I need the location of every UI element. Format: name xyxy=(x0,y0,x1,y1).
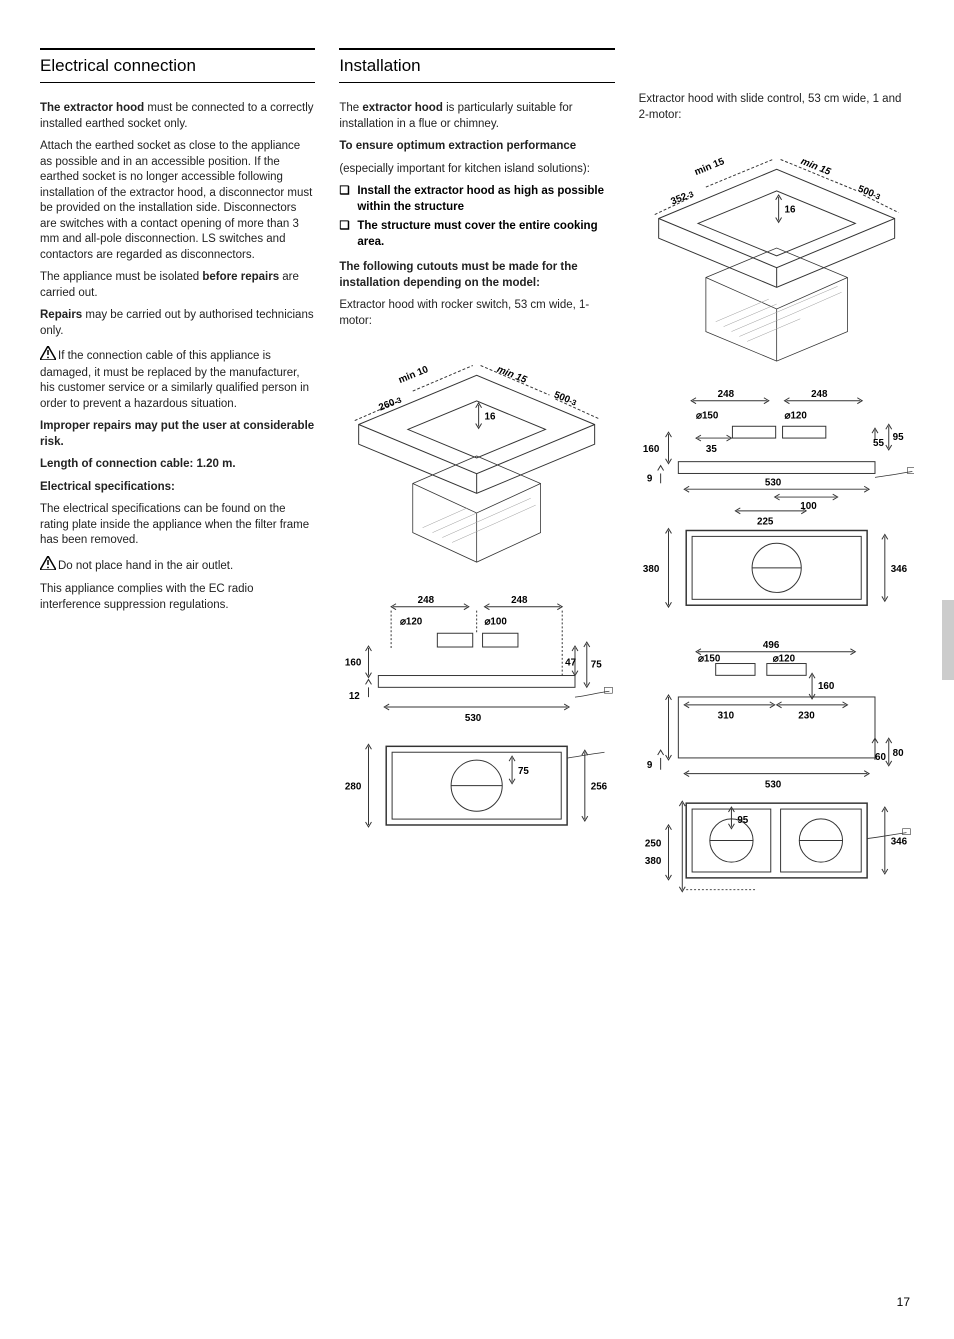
page-number: 17 xyxy=(897,1295,910,1309)
section-title-installation: Installation xyxy=(339,48,614,83)
figure-rocker-iso: min 10 260-3 min 15 500-3 16 xyxy=(339,336,614,572)
figure-slide-dims-1: 248 248 ⌀150 ⌀120 35 55 95 160 9 530 100… xyxy=(639,383,914,619)
svg-text:248: 248 xyxy=(811,389,828,400)
svg-text:225: 225 xyxy=(757,517,774,528)
page-tab xyxy=(942,600,954,680)
svg-text:248: 248 xyxy=(717,389,734,400)
para-socket: The extractor hood must be connected to … xyxy=(40,101,315,132)
para-repairs: Repairs may be carried out by authorised… xyxy=(40,308,315,339)
svg-text:16: 16 xyxy=(784,205,795,216)
para-cable-length: Length of connection cable: 1.20 m. xyxy=(40,457,315,473)
svg-text:160: 160 xyxy=(818,681,835,692)
figure-slide-iso: min 15 352-3 min 15 500-3 16 xyxy=(639,130,914,366)
section-title-electrical: Electrical connection xyxy=(40,48,315,83)
svg-text:248: 248 xyxy=(418,595,435,606)
para-island-note: (especially important for kitchen island… xyxy=(339,162,614,178)
list-item-cover: The structure must cover the entire cook… xyxy=(339,219,614,250)
svg-text:47: 47 xyxy=(565,658,576,669)
install-list: Install the extractor hood as high as po… xyxy=(339,184,614,250)
svg-text:346: 346 xyxy=(890,836,907,847)
figure-rocker-dims: 248 248 ⌀120 ⌀100 47 75 160 12 530 280 7… xyxy=(339,589,614,845)
svg-text:280: 280 xyxy=(345,782,362,793)
column-electrical: Electrical connection The extractor hood… xyxy=(40,48,315,918)
para-ec-compliance: This appliance complies with the EC radi… xyxy=(40,582,315,613)
svg-text:9: 9 xyxy=(647,473,653,484)
svg-text:75: 75 xyxy=(518,766,529,777)
para-rating-plate: The electrical specifications can be fou… xyxy=(40,502,315,549)
svg-text:9: 9 xyxy=(647,760,653,771)
svg-text:75: 75 xyxy=(591,660,602,671)
svg-text:160: 160 xyxy=(643,444,660,455)
svg-text:500-3: 500-3 xyxy=(856,184,882,203)
svg-text:⌀120: ⌀120 xyxy=(784,410,807,421)
para-disconnector: Attach the earthed socket as close to th… xyxy=(40,139,315,263)
svg-text:248: 248 xyxy=(511,595,528,606)
svg-text:380: 380 xyxy=(645,856,662,867)
svg-text:530: 530 xyxy=(765,477,782,488)
svg-text:16: 16 xyxy=(485,412,496,423)
svg-text:380: 380 xyxy=(643,564,660,575)
svg-text:310: 310 xyxy=(717,711,734,722)
para-optimum-heading: To ensure optimum extraction performance xyxy=(339,139,614,155)
column-installation: Installation The extractor hood is parti… xyxy=(339,48,614,918)
warning-icon xyxy=(40,556,56,576)
svg-text:35: 35 xyxy=(706,444,717,455)
svg-text:500-3: 500-3 xyxy=(553,390,579,409)
para-improper-repairs: Improper repairs may put the user at con… xyxy=(40,419,315,450)
svg-text:⌀150: ⌀150 xyxy=(696,410,719,421)
figure-slide-dims-2: 496 ⌀150 ⌀120 160 310 230 310 9 60 80 53… xyxy=(639,636,914,901)
svg-text:230: 230 xyxy=(798,711,815,722)
svg-text:530: 530 xyxy=(465,713,482,724)
svg-text:55: 55 xyxy=(873,438,884,449)
svg-text:160: 160 xyxy=(345,658,362,669)
svg-text:260-3: 260-3 xyxy=(378,394,404,413)
para-cutouts-heading: The following cutouts must be made for t… xyxy=(339,260,614,291)
svg-text:496: 496 xyxy=(763,640,780,651)
svg-text:250: 250 xyxy=(645,838,662,849)
para-air-outlet-warning: Do not place hand in the air outlet. xyxy=(40,556,315,576)
svg-text:95: 95 xyxy=(737,815,748,826)
svg-text:530: 530 xyxy=(765,779,782,790)
svg-text:95: 95 xyxy=(892,432,903,443)
svg-text:346: 346 xyxy=(890,564,907,575)
para-isolate: The appliance must be isolated before re… xyxy=(40,270,315,301)
page-layout: Electrical connection The extractor hood… xyxy=(40,48,914,918)
svg-text:100: 100 xyxy=(800,501,817,512)
svg-text:min 15: min 15 xyxy=(693,156,726,178)
svg-text:256: 256 xyxy=(591,782,608,793)
svg-text:min 10: min 10 xyxy=(397,364,430,386)
column-installation-right: Extractor hood with slide control, 53 cm… xyxy=(639,48,914,918)
svg-text:80: 80 xyxy=(892,748,903,759)
warning-icon xyxy=(40,346,56,366)
para-flue: The extractor hood is particularly suita… xyxy=(339,101,614,132)
svg-text:min 15: min 15 xyxy=(799,156,832,178)
svg-text:⌀150: ⌀150 xyxy=(698,654,721,665)
svg-text:12: 12 xyxy=(349,691,360,702)
svg-text:min 15: min 15 xyxy=(496,364,529,386)
svg-text:⌀100: ⌀100 xyxy=(485,617,508,628)
extractor-hood-label: The extractor hood xyxy=(40,102,147,114)
para-rocker-model: Extractor hood with rocker switch, 53 cm… xyxy=(339,298,614,329)
svg-text:⌀120: ⌀120 xyxy=(400,617,423,628)
para-cable-warning: If the connection cable of this applianc… xyxy=(40,346,315,412)
svg-text:60: 60 xyxy=(875,752,886,763)
para-slide-model: Extractor hood with slide control, 53 cm… xyxy=(639,92,914,123)
svg-text:⌀120: ⌀120 xyxy=(772,654,795,665)
list-item-high: Install the extractor hood as high as po… xyxy=(339,184,614,215)
para-elec-spec-heading: Electrical specifications: xyxy=(40,480,315,496)
